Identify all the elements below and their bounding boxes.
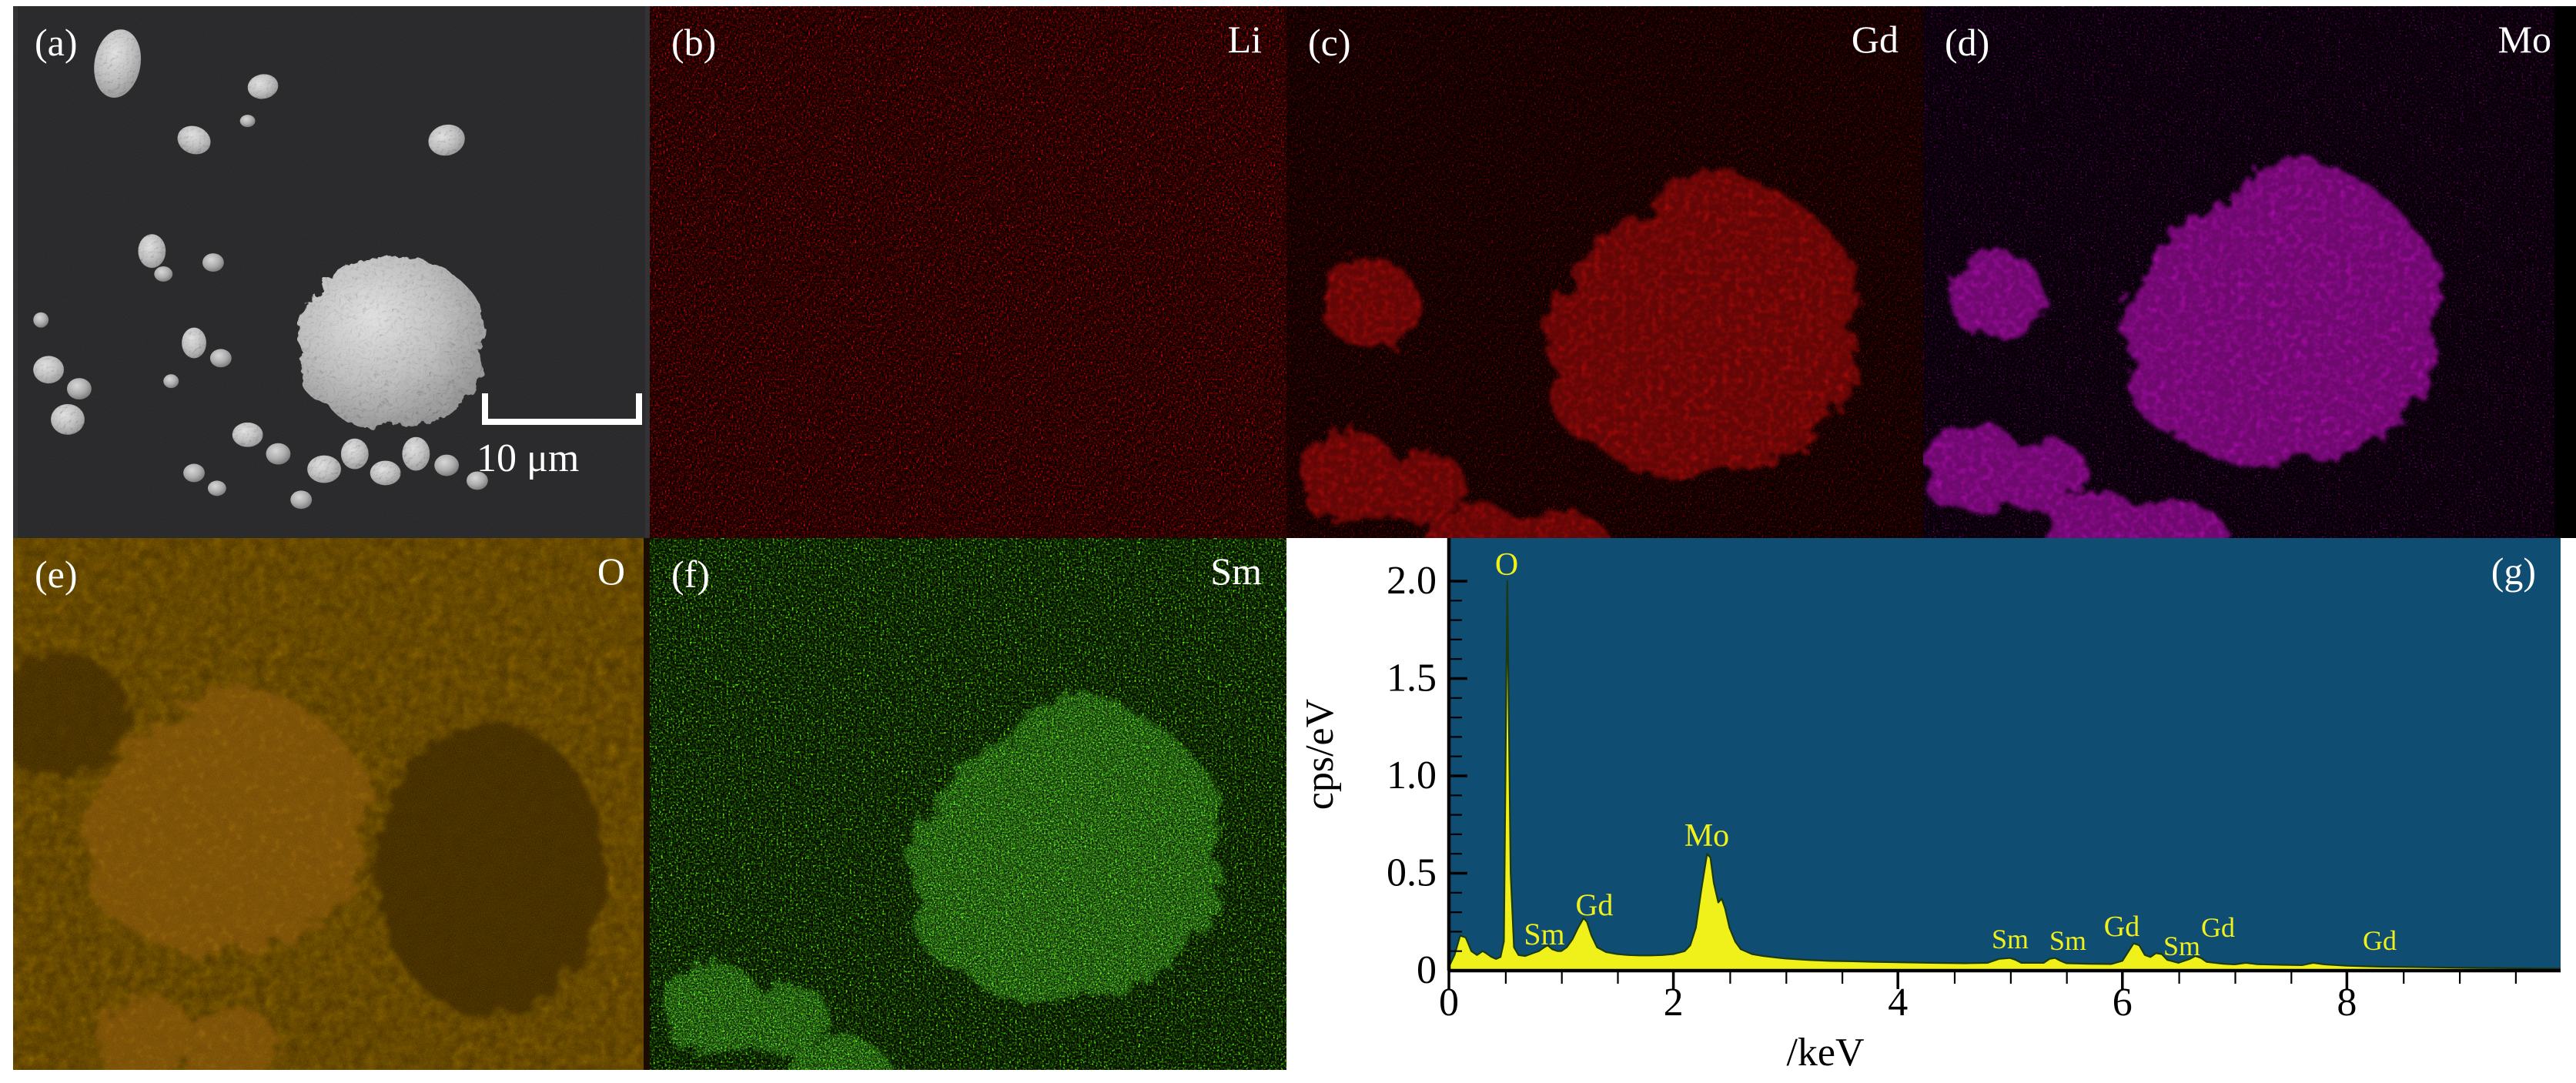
svg-text:Sm: Sm	[2049, 925, 2086, 956]
svg-text:Sm: Sm	[1992, 924, 2029, 954]
svg-text:Sm: Sm	[1524, 917, 1564, 951]
svg-text:0.5: 0.5	[1387, 851, 1437, 895]
svg-text:2: 2	[1664, 981, 1684, 1025]
svg-text:cps/eV: cps/eV	[1298, 699, 1342, 810]
svg-text:Mo: Mo	[1684, 818, 1729, 854]
svg-text:0: 0	[1417, 948, 1437, 992]
svg-text:Sm: Sm	[2163, 931, 2200, 961]
svg-text:1.5: 1.5	[1387, 657, 1437, 700]
svg-text:O: O	[1495, 547, 1518, 583]
svg-text:6: 6	[2113, 981, 2133, 1025]
svg-text:8: 8	[2337, 981, 2357, 1025]
svg-text:Gd: Gd	[1576, 887, 1614, 922]
svg-text:2.0: 2.0	[1387, 559, 1437, 603]
svg-text:Gd: Gd	[2104, 911, 2139, 943]
svg-text:Gd: Gd	[2201, 912, 2235, 943]
svg-text:/keV: /keV	[1786, 1031, 1864, 1070]
svg-text:Gd: Gd	[2363, 925, 2397, 956]
svg-text:4: 4	[1888, 981, 1908, 1025]
svg-text:1.0: 1.0	[1387, 754, 1437, 797]
svg-text:0: 0	[1439, 981, 1459, 1025]
